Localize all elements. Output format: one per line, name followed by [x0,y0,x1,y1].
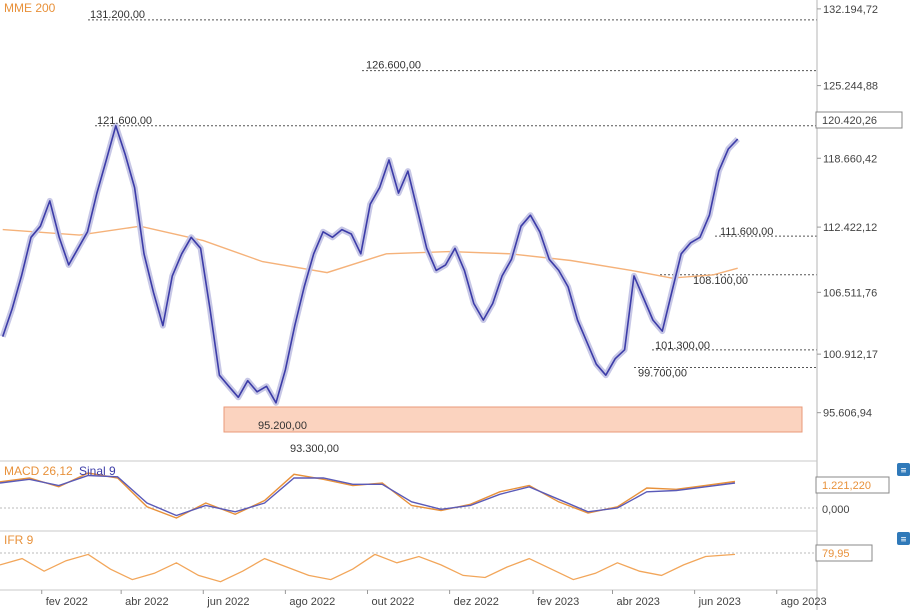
macd-zero-label: 0,000 [822,504,850,516]
price-level-label: 111.600,00 [720,226,773,238]
price-level-label: 126.600,00 [366,60,421,72]
signal-legend: Sinal 9 [79,464,116,478]
ifr-current-box [815,544,873,562]
mme-legend: MME 200 [4,1,56,15]
y-tick-label: 112.422,12 [823,222,877,234]
price-level-label: 93.300,00 [290,443,339,455]
y-tick-label: 132.194,72 [823,4,878,16]
ifr-panel: IFR 9 79,95 ≡ [0,530,910,583]
macd-current-box [815,476,890,494]
x-tick-label: fev 2023 [537,596,579,608]
price-level-label: 101.300,00 [655,340,710,352]
x-axis-ticks: fev 2022 abr 2022 jun 2022 ago 2022 out 2022… [41,590,827,608]
y-tick-label: 95.606,94 [823,408,872,420]
ifr-menu-button[interactable] [897,532,910,545]
price-current-box [815,111,903,129]
price-y-ticks: 132.194,72 125.244,88 118.660,42 112.422,12… [817,4,878,420]
ifr-legend: IFR 9 [4,533,34,547]
x-tick-label: fev 2022 [46,596,88,608]
ifr-menu-icon: ≡ [901,535,907,546]
price-panel-bg [0,0,817,458]
y-tick-label: 100.912,17 [823,349,878,361]
macd-line [0,472,736,519]
x-tick-label: dez 2022 [454,596,499,608]
x-tick-label: out 2022 [372,596,415,608]
y-tick-label: 125.244,88 [823,81,878,93]
macd-current-value: 1.221,220 [822,480,871,492]
macd-menu-icon: ≡ [901,466,907,477]
price-level-label: 95.200,00 [258,420,307,432]
price-level-labels: 131.200,00 126.600,00 121.600,00 111.600,00… [90,9,773,455]
x-tick-label: jun 2023 [698,596,741,608]
x-tick-label: jun 2022 [206,596,249,608]
x-tick-label: abr 2023 [617,596,660,608]
x-tick-label: abr 2022 [125,596,168,608]
macd-legend: MACD 26,12 [4,464,73,478]
mme-200-line [2,225,738,279]
x-tick-label: ago 2023 [781,596,827,608]
y-tick-label: 118.660,42 [823,153,877,165]
macd-panel: MACD 26,12 Sinal 9 1.221,220 0,000 ≡ [0,460,910,519]
macd-menu-button[interactable] [897,463,910,476]
price-level-label: 108.100,00 [693,275,748,287]
ifr-current-value: 79,95 [822,548,850,560]
price-level-label: 121.600,00 [97,115,152,127]
signal-line [0,474,736,517]
price-level-label: 131.200,00 [90,9,145,21]
price-level-label: 99.700,00 [638,368,687,380]
price-current-value: 120.420,26 [822,115,877,127]
x-tick-label: ago 2022 [289,596,335,608]
price-levels [88,19,817,369]
y-tick-label: 106.511,76 [823,287,877,299]
price-line [1,125,739,404]
ifr-line [0,553,736,583]
support-zone [223,406,803,433]
